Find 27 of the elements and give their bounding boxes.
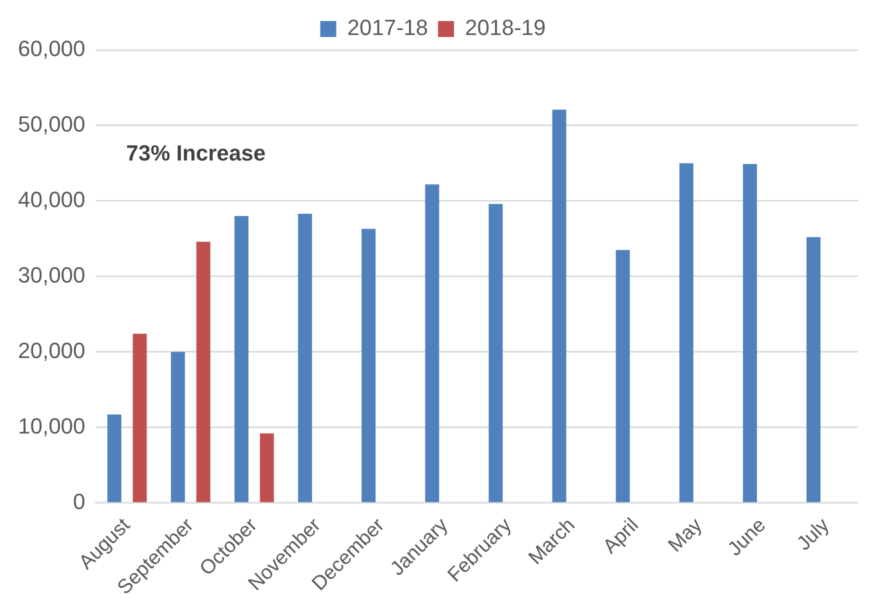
- bar: [107, 414, 122, 502]
- bar: [132, 334, 147, 502]
- bar: [806, 237, 820, 502]
- y-tick-label: 50,000: [18, 112, 86, 137]
- bar: [488, 204, 503, 502]
- x-tick-label: May: [664, 514, 707, 556]
- y-tick-label: 10,000: [18, 413, 86, 438]
- legend-label: 2017-18: [347, 15, 428, 40]
- bar: [362, 228, 376, 502]
- bar: [425, 184, 440, 502]
- bar: [234, 216, 248, 502]
- bar: [742, 164, 757, 502]
- y-tick-label: 60,000: [18, 36, 86, 62]
- annotation: 73% Increase: [126, 140, 266, 166]
- bar: [679, 163, 694, 502]
- bar: [298, 214, 312, 502]
- bar: [260, 433, 274, 502]
- bar: [616, 250, 630, 502]
- x-tick-label: July: [792, 514, 834, 555]
- legend-label: 2018-19: [465, 15, 546, 40]
- bar: [170, 352, 185, 502]
- y-tick-label: 20,000: [18, 338, 86, 363]
- y-tick-label: 40,000: [18, 187, 86, 212]
- y-tick-label: 30,000: [18, 262, 86, 288]
- y-tick-label: 0: [73, 488, 86, 514]
- bar: [552, 110, 566, 502]
- bar: [196, 242, 210, 502]
